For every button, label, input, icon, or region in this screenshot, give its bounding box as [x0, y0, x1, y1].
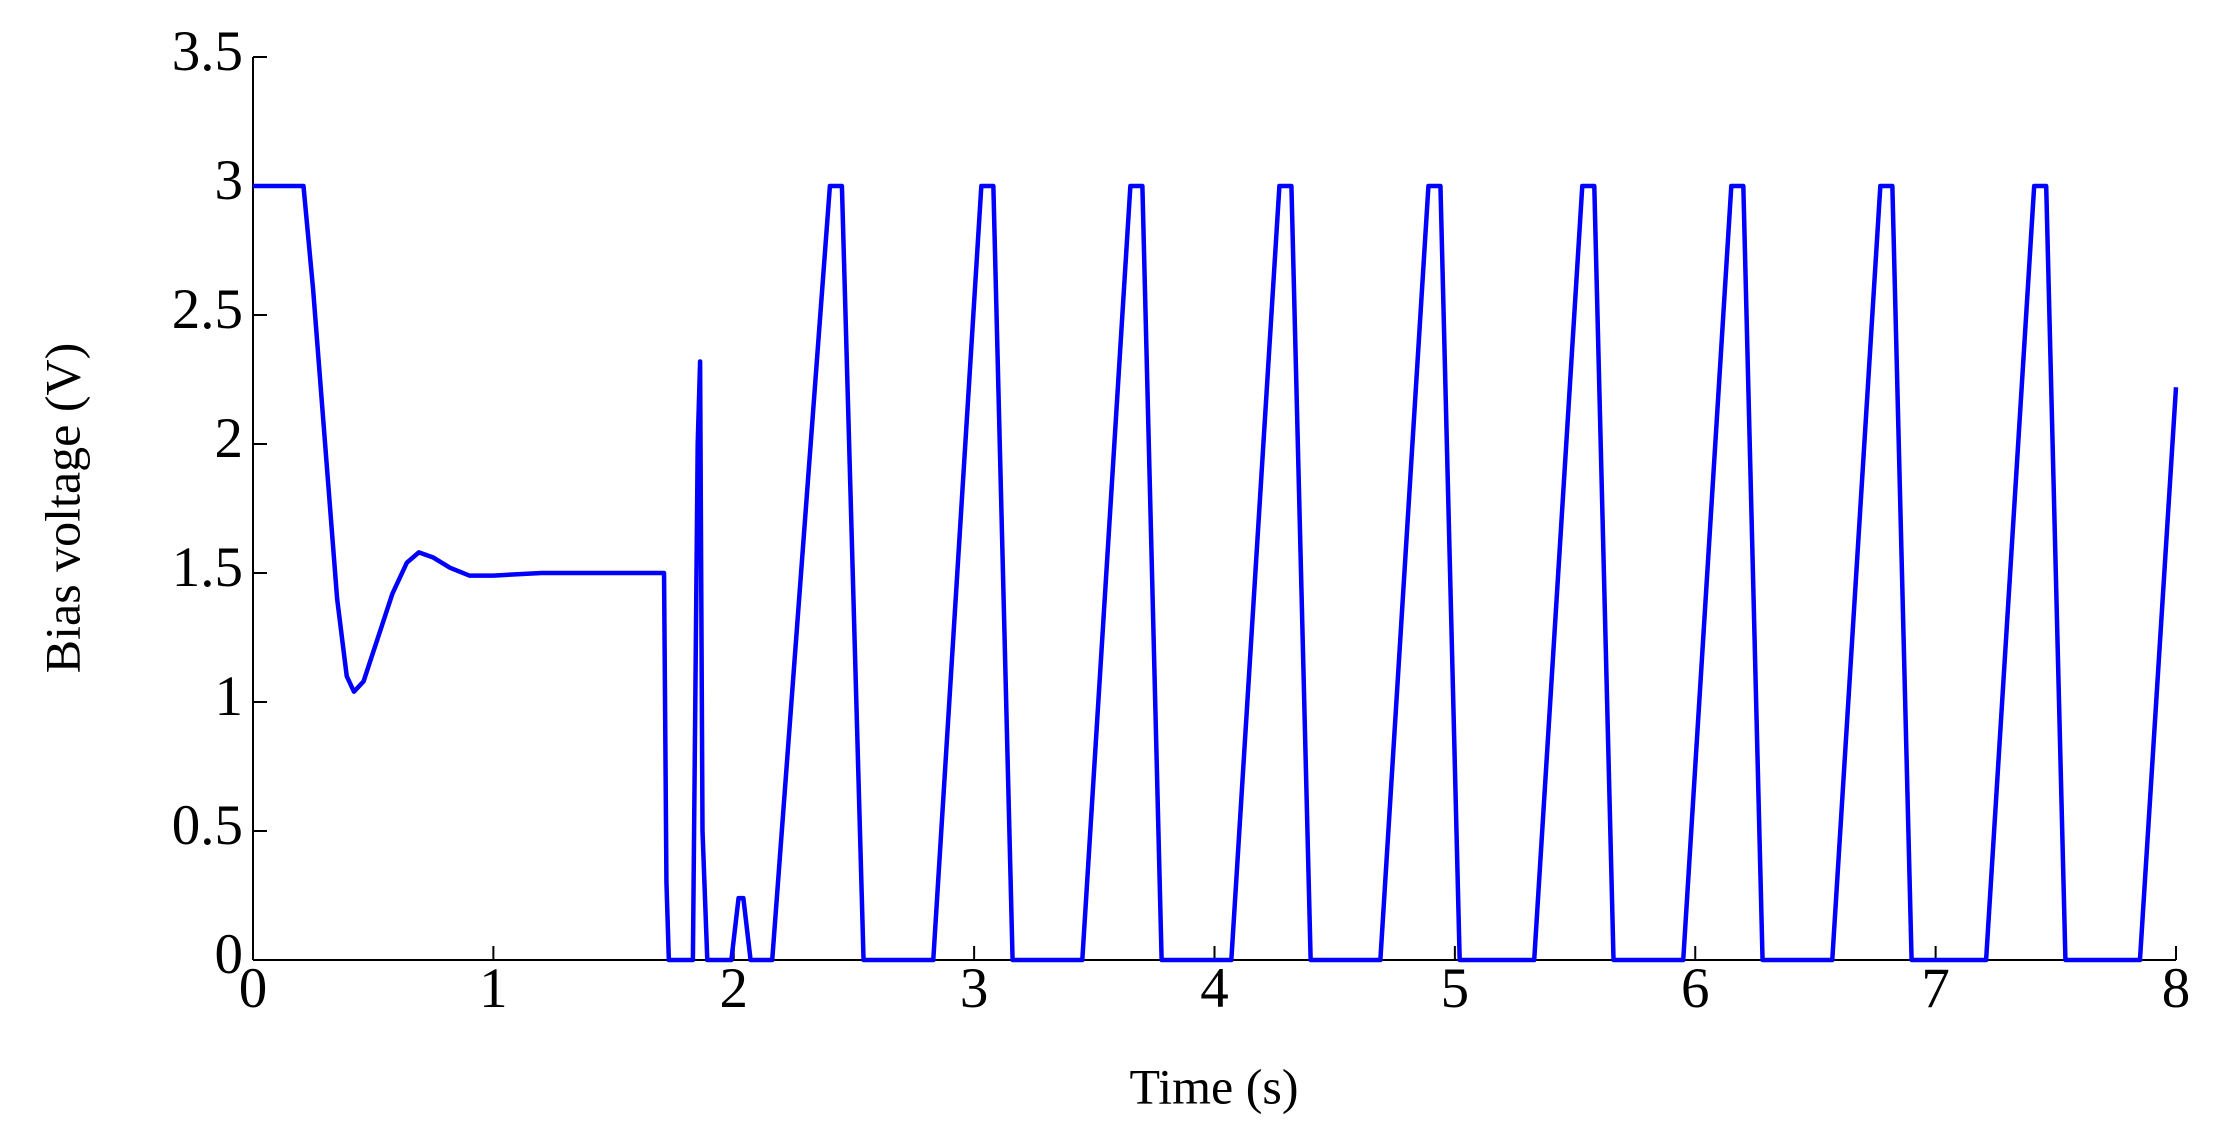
x-tick-label: 6	[1681, 957, 1710, 1020]
y-tick-label: 1.5	[172, 536, 243, 599]
x-tick-label: 3	[960, 957, 989, 1020]
x-tick-label: 0	[239, 957, 268, 1020]
x-tick-label: 2	[720, 957, 749, 1020]
y-tick-label: 3.5	[172, 20, 243, 83]
x-tick-label: 5	[1441, 957, 1470, 1020]
x-tick-label: 7	[1921, 957, 1950, 1020]
y-axis-label: Bias voltage (V)	[34, 343, 90, 673]
y-tick-label: 2	[215, 407, 244, 470]
y-tick-label: 1	[215, 665, 244, 728]
y-tick-label: 3	[215, 149, 244, 212]
x-axis-label: Time (s)	[1129, 1058, 1298, 1114]
data-line	[253, 183, 2179, 963]
y-tick-label: 0.5	[172, 794, 243, 857]
x-tick-label: 8	[2162, 957, 2191, 1020]
y-tick-label: 0	[215, 923, 244, 986]
y-tick-label: 2.5	[172, 278, 243, 341]
x-tick-label: 1	[479, 957, 508, 1020]
x-tick-label: 4	[1200, 957, 1229, 1020]
